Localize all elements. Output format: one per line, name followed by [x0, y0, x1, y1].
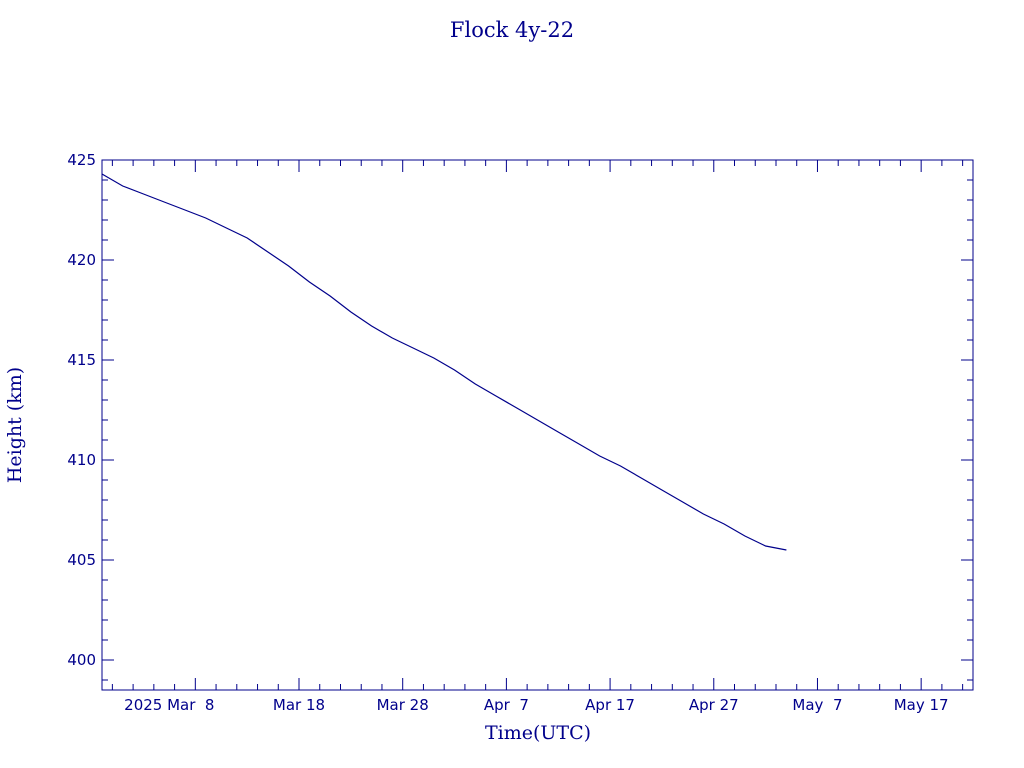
- y-axis: 400 405 410 415 420 425: [67, 151, 973, 669]
- x-tick-label: May 7: [792, 696, 842, 714]
- x-tick-label: Mar 28: [377, 696, 429, 714]
- x-tick-label: Apr 27: [689, 696, 739, 714]
- y-axis-label: Height (km): [4, 367, 26, 483]
- chart-title: Flock 4y-22: [450, 18, 574, 42]
- y-tick-label: 420: [67, 251, 96, 269]
- minor-ticks: [102, 160, 973, 690]
- x-tick-label: 2025 Mar 8: [124, 696, 214, 714]
- y-tick-label: 425: [67, 151, 96, 169]
- y-tick-label: 415: [67, 351, 96, 369]
- x-tick-label: Apr 7: [484, 696, 529, 714]
- x-tick-label: May 17: [894, 696, 949, 714]
- y-tick-label: 400: [67, 651, 96, 669]
- x-axis: 2025 Mar 8 Mar 18 Mar 28 Apr 7 Apr 17 Apr 27 M…: [124, 160, 949, 714]
- height-series-line: [101, 173, 787, 551]
- y-tick-label: 410: [67, 451, 96, 469]
- x-tick-label: Apr 17: [585, 696, 635, 714]
- y-tick-label: 405: [67, 551, 96, 569]
- plot-frame: [101, 159, 974, 691]
- x-axis-label: Time(UTC): [485, 722, 591, 744]
- x-tick-label: Mar 18: [273, 696, 325, 714]
